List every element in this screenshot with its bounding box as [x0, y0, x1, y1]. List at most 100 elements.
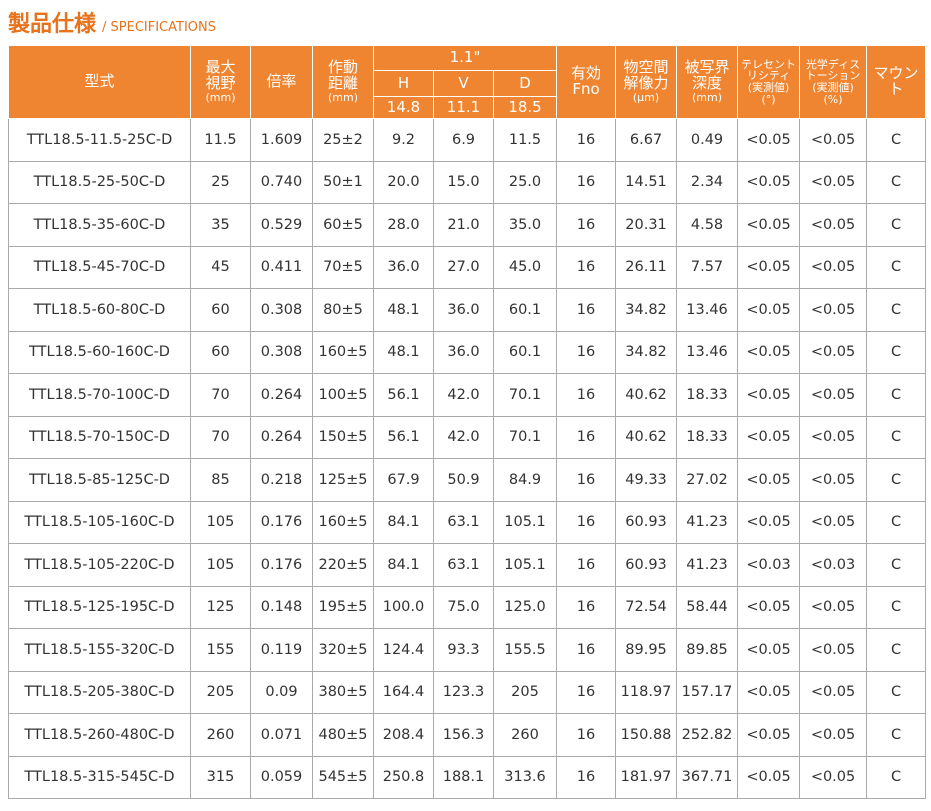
table-cell: 0.059 — [250, 755, 313, 799]
table-cell: <0.05 — [799, 118, 868, 162]
table-cell: 93.3 — [433, 628, 494, 672]
table-row: TTL18.5-125-195C-D 125 0.148 195±5 100.0 75.0… — [8, 585, 927, 629]
table-cell: 45 — [190, 245, 251, 289]
table-cell: 124.4 — [373, 628, 434, 672]
table-cell: C — [866, 458, 927, 502]
table-cell: 25.0 — [492, 160, 558, 204]
table-cell: 205 — [492, 670, 558, 714]
column-header: マウント — [866, 45, 927, 119]
table-cell: 181.97 — [615, 755, 678, 799]
table-cell: 34.82 — [615, 330, 678, 374]
table-cell: 80±5 — [312, 288, 374, 332]
table-cell: 100±5 — [312, 373, 374, 417]
model-cell: TTL18.5-155-320C-D — [8, 628, 191, 672]
model-cell: TTL18.5-205-380C-D — [8, 670, 191, 714]
table-cell: 48.1 — [373, 288, 434, 332]
table-cell: 70 — [190, 373, 251, 417]
table-cell: 25 — [190, 160, 251, 204]
table-cell: <0.05 — [737, 415, 801, 459]
table-cell: C — [866, 670, 927, 714]
table-cell: <0.05 — [799, 628, 868, 672]
table-cell: 105.1 — [492, 500, 558, 544]
table-cell: <0.05 — [737, 160, 801, 204]
table-cell: 16 — [556, 118, 617, 162]
header-line: 倍率 — [266, 72, 297, 91]
table-cell: 20.0 — [373, 160, 434, 204]
table-cell: <0.05 — [737, 330, 801, 374]
header-line: Fno — [572, 80, 600, 98]
table-cell: 315 — [190, 755, 251, 799]
table-cell: 320±5 — [312, 628, 374, 672]
model-cell: TTL18.5-105-160C-D — [8, 500, 191, 544]
table-cell: C — [866, 628, 927, 672]
table-cell: <0.05 — [799, 160, 868, 204]
table-row: TTL18.5-105-160C-D 105 0.176 160±5 84.1 63.1 1… — [8, 500, 927, 544]
table-cell: 1.609 — [250, 118, 313, 162]
table-cell: 14.51 — [615, 160, 678, 204]
table-cell: 40.62 — [615, 415, 678, 459]
header-line: 物空間 — [623, 58, 669, 77]
column-header: 光学ディス トーション (実測値) (%) — [799, 45, 868, 119]
table-cell: C — [866, 755, 927, 799]
table-cell: 0.308 — [250, 330, 313, 374]
table-cell: 4.58 — [676, 203, 739, 247]
column-header: 型式 — [8, 45, 191, 119]
table-cell: 42.0 — [433, 415, 494, 459]
table-cell: 545±5 — [312, 755, 374, 799]
table-cell: 155.5 — [492, 628, 558, 672]
table-cell: C — [866, 288, 927, 332]
table-cell: 2.34 — [676, 160, 739, 204]
table-row: TTL18.5-25-50C-D 25 0.740 50±1 20.0 15.0 25.0 1… — [8, 160, 927, 204]
table-cell: 16 — [556, 245, 617, 289]
table-cell: <0.05 — [737, 670, 801, 714]
table-cell: 0.071 — [250, 713, 313, 757]
table-cell: 60.1 — [492, 330, 558, 374]
table-cell: 16 — [556, 628, 617, 672]
model-cell: TTL18.5-25-50C-D — [8, 160, 191, 204]
table-cell: <0.05 — [737, 245, 801, 289]
header-line: 最大 — [205, 58, 236, 77]
header-line: (μm) — [632, 90, 660, 104]
table-cell: 367.71 — [676, 755, 739, 799]
table-row: TTL18.5-105-220C-D 105 0.176 220±5 84.1 63.1 1… — [8, 543, 927, 587]
header-line: 光学ディス — [805, 57, 861, 71]
table-cell: 89.95 — [615, 628, 678, 672]
sensor-axis: D — [492, 70, 558, 97]
table-cell: 105 — [190, 543, 251, 587]
header-line: 視野 — [205, 74, 236, 93]
table-cell: 6.67 — [615, 118, 678, 162]
table-cell: 35 — [190, 203, 251, 247]
table-cell: 56.1 — [373, 373, 434, 417]
table-cell: 63.1 — [433, 543, 494, 587]
header-line: 型式 — [84, 72, 115, 91]
model-cell: TTL18.5-70-150C-D — [8, 415, 191, 459]
table-cell: 50.9 — [433, 458, 494, 502]
table-cell: 16 — [556, 500, 617, 544]
table-cell: <0.05 — [737, 203, 801, 247]
table-cell: C — [866, 713, 927, 757]
table-cell: <0.05 — [799, 203, 868, 247]
header-line: (%) — [823, 92, 843, 106]
table-cell: C — [866, 245, 927, 289]
model-cell: TTL18.5-125-195C-D — [8, 585, 191, 629]
table-cell: 0.264 — [250, 415, 313, 459]
table-cell: C — [866, 330, 927, 374]
table-cell: 34.82 — [615, 288, 678, 332]
table-cell: 70.1 — [492, 373, 558, 417]
sensor-header: 1.1" — [372, 45, 558, 71]
table-row: TTL18.5-60-80C-D 60 0.308 80±5 48.1 36.0 60.1 1… — [8, 288, 927, 332]
table-cell: 63.1 — [433, 500, 494, 544]
sensor-size: 18.5 — [492, 96, 558, 119]
table-cell: 0.218 — [250, 458, 313, 502]
table-cell: 6.9 — [433, 118, 494, 162]
table-row: TTL18.5-85-125C-D 85 0.218 125±5 67.9 50.9 84.… — [8, 458, 927, 502]
header-line: (実測値) — [812, 81, 854, 94]
table-cell: 0.740 — [250, 160, 313, 204]
table-cell: 56.1 — [373, 415, 434, 459]
table-cell: <0.05 — [737, 755, 801, 799]
header-row: 14.8 11.1 18.5 — [9, 96, 926, 119]
table-cell: 48.1 — [373, 330, 434, 374]
table-cell: 7.57 — [676, 245, 739, 289]
column-header: 有効 Fno — [556, 45, 617, 119]
